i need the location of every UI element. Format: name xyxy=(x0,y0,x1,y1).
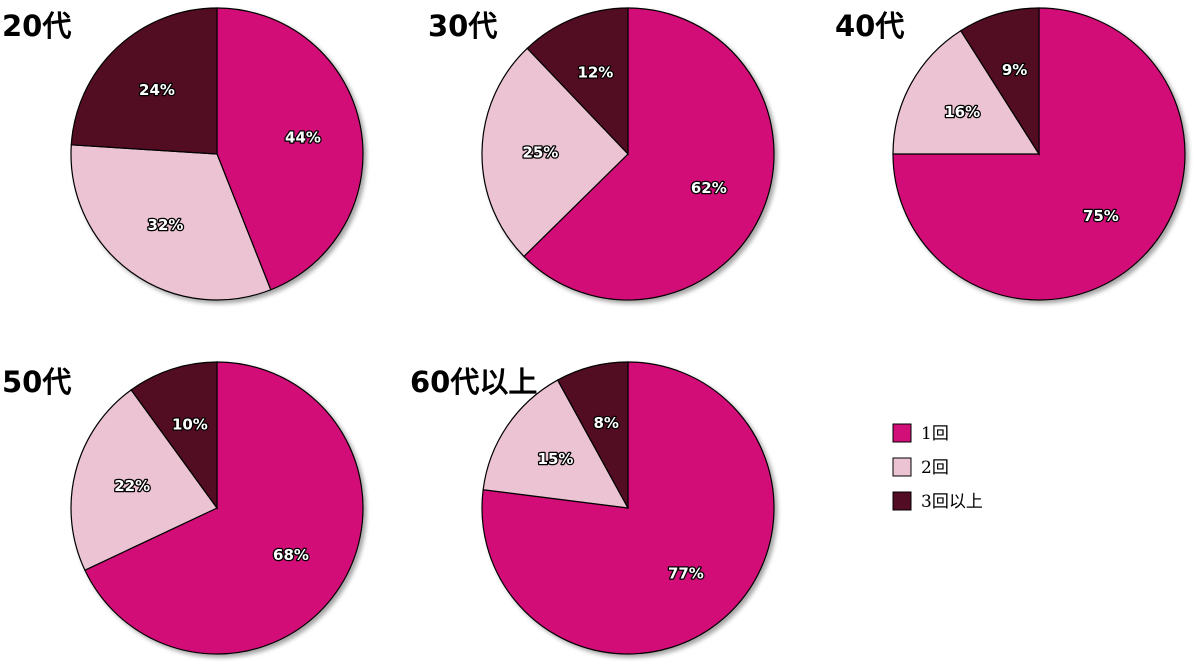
slice-label: 15% xyxy=(538,450,574,468)
slice-label: 24% xyxy=(139,81,175,99)
slice-label: 77% xyxy=(668,565,704,583)
slice-label: 9% xyxy=(1002,61,1027,79)
chart-title: 50代 xyxy=(2,365,71,399)
pie-slice-1 xyxy=(70,389,218,571)
pie-slices xyxy=(481,7,775,301)
legend-swatch xyxy=(892,491,912,511)
pie-slice-2 xyxy=(70,7,218,155)
slice-label: 8% xyxy=(593,414,618,432)
pie-slice-1 xyxy=(70,144,272,301)
legend-label: 2回 xyxy=(921,458,949,478)
pie-slice-1 xyxy=(482,379,630,509)
pie-slices xyxy=(70,361,364,655)
legend-item: 1回 xyxy=(892,423,949,444)
slice-label: 22% xyxy=(114,477,150,495)
pie-chart-0: 20代 44% 32% 24% xyxy=(2,7,364,301)
pie-slice-0 xyxy=(523,7,775,301)
pie-slice-1 xyxy=(481,47,629,258)
pie-slice-0 xyxy=(84,361,364,655)
chart-title: 20代 xyxy=(2,9,71,43)
slice-label: 75% xyxy=(1083,207,1119,225)
pie-chart-2: 40代 75% 16% 9% xyxy=(835,7,1186,301)
chart-title: 60代以上 xyxy=(410,365,537,399)
legend-item: 2回 xyxy=(892,457,949,478)
pie-slice-2 xyxy=(556,361,629,509)
pie-slices xyxy=(481,361,775,655)
legend: 1回 2回 3回以上 xyxy=(892,423,983,512)
pie-slices xyxy=(892,7,1186,301)
legend-swatch xyxy=(892,423,912,443)
slice-label: 32% xyxy=(148,216,184,234)
chart-title: 30代 xyxy=(428,9,497,43)
slice-label: 62% xyxy=(691,179,727,197)
slice-label: 25% xyxy=(522,144,558,162)
slice-label: 10% xyxy=(172,416,208,434)
pie-slice-2 xyxy=(130,361,218,510)
pie-slice-2 xyxy=(526,7,629,156)
legend-item: 3回以上 xyxy=(892,491,983,512)
legend-label: 3回以上 xyxy=(921,492,983,512)
pie-chart-4: 60代以上 77% 15% 8% xyxy=(410,361,775,655)
pie-chart-3: 50代 68% 22% 10% xyxy=(2,361,364,655)
slice-label: 68% xyxy=(273,546,309,564)
pie-chart-1: 30代 62% 25% 12% xyxy=(428,7,775,301)
slice-label: 16% xyxy=(944,103,980,121)
legend-label: 1回 xyxy=(921,424,949,444)
slice-label: 44% xyxy=(285,129,321,147)
slice-label: 12% xyxy=(577,64,613,82)
pie-slice-2 xyxy=(959,7,1040,157)
pie-slices xyxy=(70,7,364,301)
pie-slice-1 xyxy=(892,29,1041,155)
pie-slice-0 xyxy=(216,7,364,291)
legend-swatch xyxy=(892,457,912,477)
chart-title: 40代 xyxy=(835,9,904,43)
